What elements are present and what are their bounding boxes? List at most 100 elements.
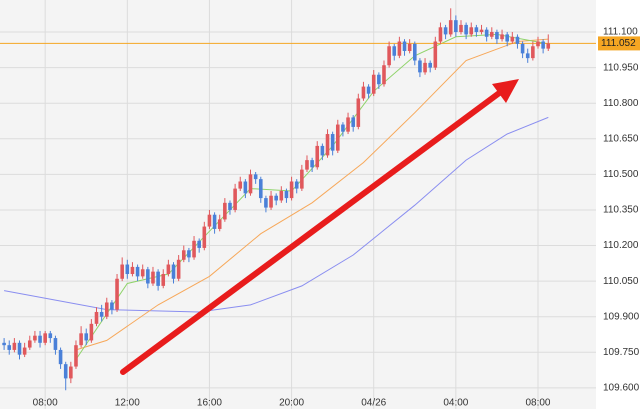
candle-body: [38, 335, 42, 343]
x-tick-label: 20:00: [279, 398, 304, 409]
candle-body: [377, 74, 381, 85]
y-tick-label: 110.050: [603, 276, 639, 287]
candle-body: [110, 302, 114, 310]
candle-body: [325, 134, 330, 156]
candle-body: [166, 264, 171, 275]
candle-body: [361, 86, 366, 99]
candle-body: [79, 333, 83, 346]
candle-body: [402, 41, 407, 52]
candles: [0, 8, 596, 391]
x-tick-label: 08:00: [33, 398, 58, 409]
candle-body: [228, 202, 232, 210]
candle-body: [341, 124, 345, 132]
candle-body: [104, 302, 109, 317]
candle-body: [58, 349, 63, 365]
candle-body: [294, 181, 299, 189]
axis-labels: 109.600 109.750 109.900 110.050 110.200 110.3…: [33, 27, 640, 409]
candle-body: [171, 264, 176, 279]
candle-body: [27, 340, 32, 348]
candle-body: [412, 43, 417, 61]
candle-body: [63, 364, 68, 379]
candle-body: [366, 86, 371, 94]
candle-body: [382, 65, 386, 85]
candle-body: [238, 181, 243, 189]
candle-body: [212, 214, 217, 229]
plot-area: [0, 0, 596, 409]
candle-body: [520, 43, 525, 54]
trend-arrow: [120, 79, 519, 375]
y-tick-label: 110.200: [603, 240, 639, 251]
candle-body: [443, 27, 448, 35]
candle-body: [335, 124, 340, 151]
candle-body: [84, 333, 89, 341]
candle-body: [7, 345, 12, 350]
candle-body: [469, 27, 474, 35]
y-tick-label: 109.750: [603, 347, 640, 358]
candle-body: [53, 338, 58, 350]
y-tick-label: 110.950: [603, 62, 639, 73]
candle-body: [418, 60, 422, 73]
candle-body: [330, 134, 335, 151]
x-tick-label: 04:00: [443, 398, 468, 409]
candle-body: [474, 27, 479, 33]
candle-body: [94, 311, 99, 324]
candle-body: [12, 342, 17, 350]
candle-body: [546, 43, 551, 49]
candle-body: [289, 181, 294, 199]
candle-body: [397, 41, 402, 56]
candle-body: [197, 240, 201, 248]
candle-body: [156, 271, 160, 286]
candle-body: [22, 347, 27, 355]
candle-body: [151, 271, 155, 284]
candle-body: [448, 20, 453, 35]
candle-body: [264, 198, 268, 208]
candle-body: [310, 160, 314, 168]
candle-body: [161, 274, 166, 286]
y-tick-label: 111.100: [603, 27, 638, 38]
candle-body: [371, 74, 376, 94]
x-tick-label: 08:00: [525, 398, 550, 409]
candle-body: [525, 53, 530, 59]
candle-body: [258, 179, 263, 199]
candle-body: [17, 342, 22, 355]
arrow-shaft: [120, 85, 509, 375]
candle-body: [392, 46, 397, 56]
candle-body: [541, 41, 545, 49]
candle-body: [505, 34, 509, 42]
y-tick-label: 110.500: [603, 169, 639, 180]
candle-body: [351, 117, 355, 127]
candle-body: [125, 264, 130, 275]
last-price-tag: [598, 36, 640, 51]
candle-body: [305, 160, 309, 170]
candle-body: [69, 366, 73, 379]
candle-body: [536, 41, 540, 47]
candle-body: [300, 169, 304, 189]
candle-body: [243, 181, 248, 194]
candle-body: [269, 195, 273, 208]
candle-body: [284, 190, 289, 199]
candle-body: [130, 266, 135, 275]
candle-body: [346, 117, 350, 132]
candle-body: [274, 195, 278, 201]
candle-body: [454, 20, 458, 33]
candle-body: [428, 62, 432, 68]
y-tick-label: 110.350: [603, 205, 639, 216]
moving-average-line: [75, 38, 549, 351]
candle-body: [248, 174, 253, 194]
arrow-head: [492, 79, 519, 103]
candle-body: [464, 24, 468, 35]
x-tick-label: 12:00: [115, 398, 140, 409]
candle-body: [146, 269, 150, 284]
candle-body: [233, 188, 237, 210]
candle-body: [192, 240, 196, 258]
candle-body: [48, 333, 53, 339]
candle-body: [489, 32, 494, 37]
candle-body: [43, 333, 47, 343]
candle-body: [115, 278, 119, 310]
candle-body: [320, 145, 325, 156]
candle-body: [495, 32, 499, 40]
y-tick-label: 110.650: [603, 133, 639, 144]
candle-body: [181, 250, 186, 260]
candle-body: [515, 36, 520, 44]
